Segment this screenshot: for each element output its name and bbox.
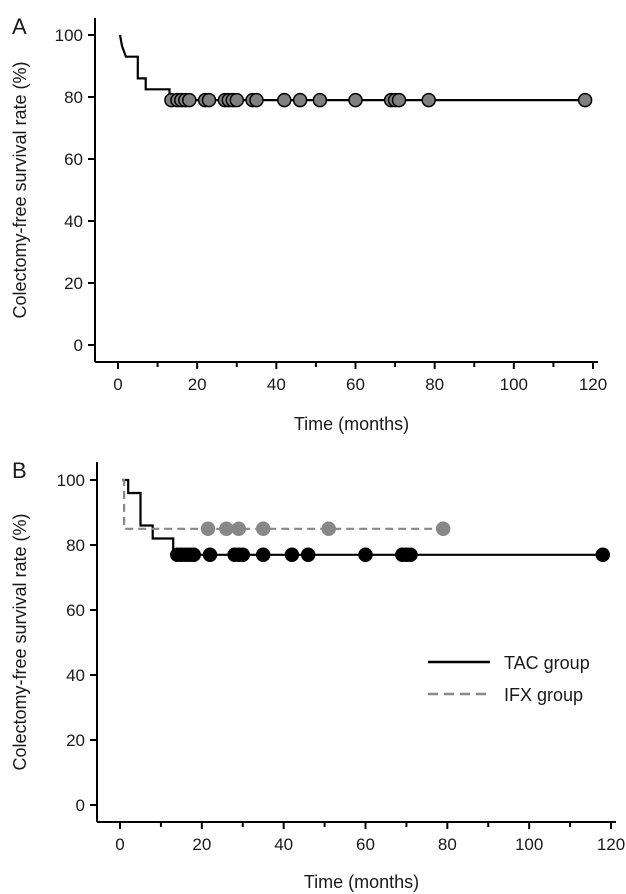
censor-marker bbox=[312, 92, 328, 108]
legend: TAC group IFX group bbox=[428, 653, 590, 705]
x-tick-label: 0 bbox=[113, 375, 122, 394]
panel-label: A bbox=[12, 14, 27, 39]
y-tick-label: 20 bbox=[66, 731, 85, 750]
x-tick-label: 20 bbox=[192, 835, 211, 854]
censor-marker bbox=[595, 547, 611, 563]
x-axis-label: Time (months) bbox=[304, 872, 419, 892]
censor-marker bbox=[182, 92, 197, 108]
censor-marker bbox=[186, 547, 201, 563]
censor-marker bbox=[348, 92, 363, 108]
censor-marker bbox=[403, 547, 418, 563]
x-tick-label: 80 bbox=[438, 835, 457, 854]
censor-marker bbox=[300, 547, 316, 563]
censor-marker bbox=[277, 92, 292, 108]
y-tick-label: 80 bbox=[66, 536, 85, 555]
x-tick-label: 120 bbox=[597, 835, 625, 854]
censor-marker bbox=[358, 547, 373, 563]
x-tick-label: 100 bbox=[500, 375, 528, 394]
x-tick-label: 60 bbox=[346, 375, 365, 394]
series-line-0 bbox=[122, 478, 603, 556]
censor-marker bbox=[577, 92, 593, 108]
censor-marker bbox=[292, 92, 308, 108]
censor-marker bbox=[255, 521, 271, 537]
censor-marker bbox=[200, 521, 216, 537]
censor-marker bbox=[435, 521, 451, 537]
censor-marker bbox=[321, 521, 336, 537]
panel-label: B bbox=[12, 458, 27, 483]
y-tick-label: 80 bbox=[64, 88, 83, 107]
censor-marker bbox=[255, 547, 271, 563]
y-tick-label: 60 bbox=[66, 601, 85, 620]
legend-label-0: TAC group bbox=[504, 653, 590, 673]
y-tick-label: 100 bbox=[57, 471, 85, 490]
y-tick-label: 0 bbox=[74, 336, 83, 355]
censor-marker bbox=[231, 521, 246, 537]
chart-panel-a: A 0 20 40 60 80 100 0 20 40 60 80 100 120 Time (months… bbox=[10, 14, 607, 434]
x-tick-label: 20 bbox=[188, 375, 207, 394]
x-tick-label: 0 bbox=[115, 835, 124, 854]
censor-marker bbox=[249, 92, 264, 108]
censor-marker bbox=[391, 92, 407, 108]
x-axis-label: Time (months) bbox=[294, 414, 409, 434]
x-tick-label: 120 bbox=[579, 375, 607, 394]
y-tick-label: 20 bbox=[64, 274, 83, 293]
y-tick-label: 60 bbox=[64, 150, 83, 169]
x-tick-label: 40 bbox=[274, 835, 293, 854]
x-tick-label: 100 bbox=[515, 835, 543, 854]
censor-marker bbox=[284, 547, 300, 563]
series-line-1 bbox=[122, 478, 444, 530]
censor-marker bbox=[219, 521, 234, 537]
y-axis-label: Colectomy-free survival rate (%) bbox=[10, 61, 30, 318]
censor-marker bbox=[421, 92, 436, 108]
y-tick-label: 40 bbox=[64, 212, 83, 231]
legend-label-1: IFX group bbox=[504, 685, 583, 705]
x-tick-label: 60 bbox=[356, 835, 375, 854]
y-tick-label: 100 bbox=[55, 26, 83, 45]
x-tick-label: 80 bbox=[425, 375, 444, 394]
chart-panel-b: B 0 20 40 60 80 100 0 20 40 60 80 100 120 Time (months… bbox=[10, 458, 625, 892]
x-tick-label: 40 bbox=[267, 375, 286, 394]
censor-marker bbox=[202, 547, 218, 563]
censor-marker bbox=[201, 92, 217, 108]
censor-marker bbox=[235, 547, 251, 563]
censor-marker bbox=[229, 92, 245, 108]
y-tick-label: 0 bbox=[76, 796, 85, 815]
y-tick-label: 40 bbox=[66, 666, 85, 685]
series-line-0 bbox=[118, 34, 586, 102]
y-axis-label: Colectomy-free survival rate (%) bbox=[10, 513, 30, 770]
